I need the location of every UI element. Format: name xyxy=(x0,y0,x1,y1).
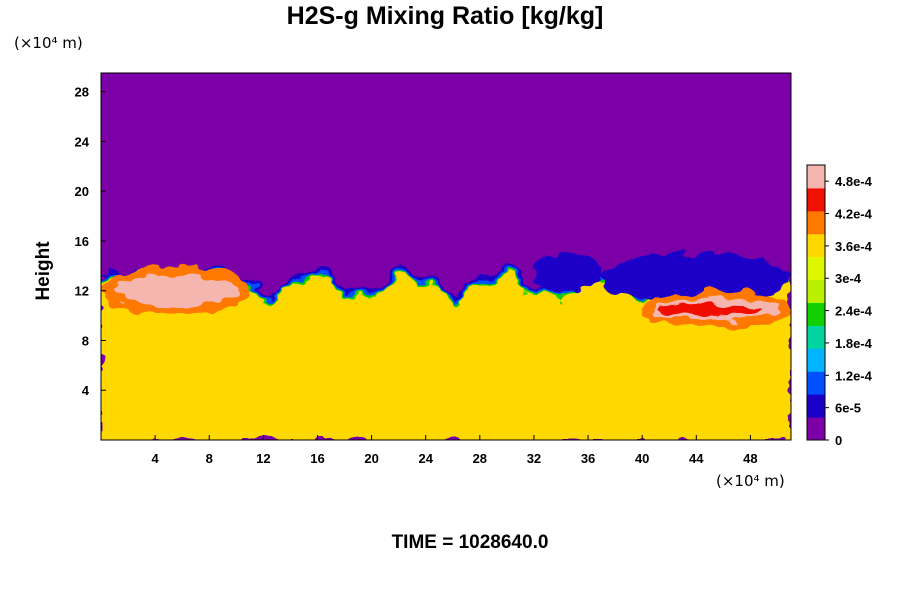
colorbar-tick-label: 3.6e-4 xyxy=(835,239,873,254)
colorbar-segment xyxy=(807,187,825,212)
plot-frame xyxy=(100,72,792,441)
colorbar-frame xyxy=(806,164,826,441)
x-tick-label: 48 xyxy=(743,451,757,466)
low-concentration-eddy xyxy=(533,253,602,291)
x-tick-label: 44 xyxy=(689,451,704,466)
colorbar-segment xyxy=(807,302,825,326)
chart-title: H2S-g Mixing Ratio [kg/kg] xyxy=(286,2,604,30)
y-tick-label: 4 xyxy=(82,383,90,398)
high-concentration-region xyxy=(101,265,250,316)
x-tick-label: 12 xyxy=(256,451,270,466)
colorbar-tick-label: 0 xyxy=(835,433,842,448)
x-tick-label: 24 xyxy=(418,451,433,466)
colorbar-tick-label: 4.8e-4 xyxy=(835,174,873,189)
x-tick-label: 32 xyxy=(527,451,541,466)
x-tick-label: 16 xyxy=(310,451,324,466)
x-tick-label: 36 xyxy=(581,451,595,466)
y-tick-label: 24 xyxy=(75,134,90,149)
colorbar-segment xyxy=(807,165,825,189)
y-tick-label: 28 xyxy=(75,85,89,100)
colorbar-segment xyxy=(807,233,825,258)
colorbar-tick-label: 3e-4 xyxy=(835,271,862,286)
high-concentration-region xyxy=(642,290,791,329)
colorbar-tick-label: 6e-5 xyxy=(835,401,861,416)
colorbar-segment xyxy=(807,417,825,441)
high-region-core xyxy=(657,302,762,316)
interface-layer xyxy=(101,256,791,440)
y-tick-label: 16 xyxy=(75,234,89,249)
colorbar-segment xyxy=(807,210,825,235)
x-tick-label: 8 xyxy=(206,451,213,466)
colorbar-segment xyxy=(807,394,825,418)
x-tick-label: 20 xyxy=(364,451,378,466)
y-axis-unit: (×10⁴ m) xyxy=(14,34,83,52)
colorbar-segment xyxy=(807,279,825,303)
low-concentration-eddy xyxy=(601,253,791,304)
colorbar-segment xyxy=(807,256,825,281)
colorbar: 0 6e-5 1.2e-4 1.8e-4 2.4e-4 3e-4 3.6e-4 4.2e-4 4… xyxy=(806,164,873,448)
x-axis-unit: (×10⁴ m) xyxy=(716,472,785,490)
colorbar-segment xyxy=(807,325,825,349)
y-tick-label: 12 xyxy=(75,284,89,299)
lower-layer xyxy=(101,265,791,440)
colorbar-segment xyxy=(807,348,825,372)
x-tick-label: 40 xyxy=(635,451,649,466)
colorbar-tick-label: 4.2e-4 xyxy=(835,207,873,222)
high-region-core xyxy=(115,282,221,300)
colorbar-tick-label: 2.4e-4 xyxy=(835,304,873,319)
colorbar-segment xyxy=(807,371,825,395)
heatmap-field xyxy=(101,73,791,440)
x-tick-label: 4 xyxy=(152,451,160,466)
y-tick-label: 8 xyxy=(82,333,89,348)
colorbar-tick-label: 1.2e-4 xyxy=(835,368,873,383)
time-label: TIME = 1028640.0 xyxy=(391,532,549,553)
y-tick-label: 20 xyxy=(75,184,89,199)
x-tick-label: 28 xyxy=(473,451,487,466)
colorbar-tick-label: 1.8e-4 xyxy=(835,336,873,351)
